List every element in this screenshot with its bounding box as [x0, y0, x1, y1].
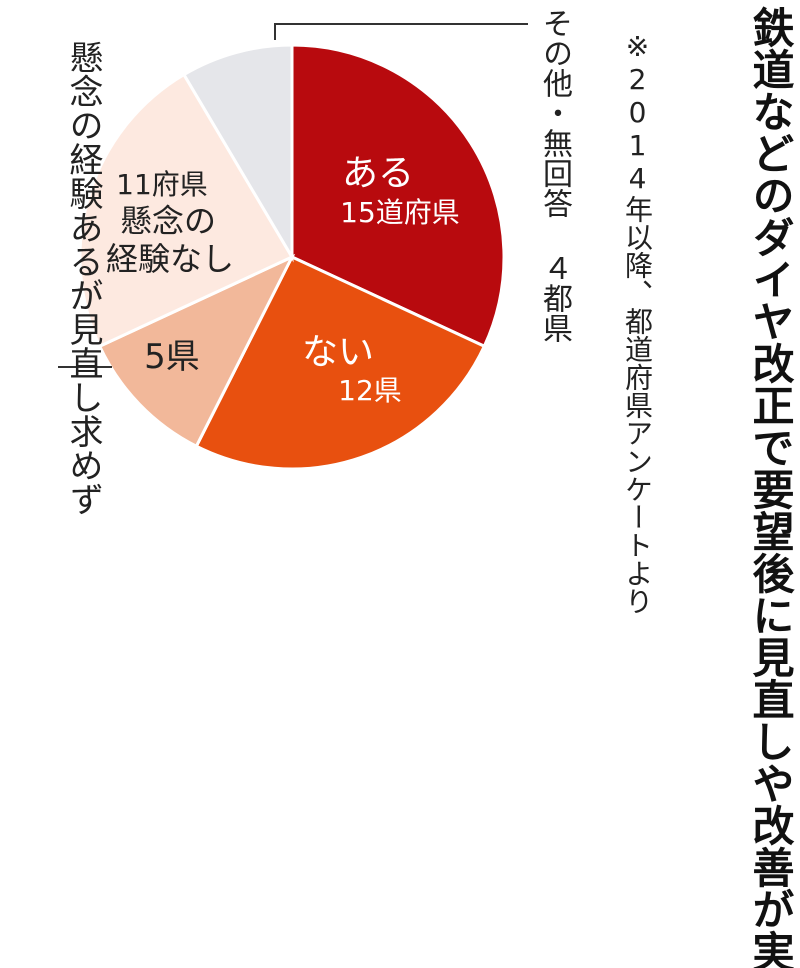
pie-slice-concern_yes — [97, 253, 296, 449]
source-note: ※2014年以降、都道府県アンケートより — [621, 30, 654, 615]
pie-chart: ある 15道府県 ない 12県 5県 11府県 懸念の 経験なし — [58, 23, 528, 471]
other-label: その他・無回答 ４都県 — [537, 8, 572, 343]
slice-value-nai: 12県 — [338, 374, 402, 407]
other-leader-line — [274, 23, 528, 40]
slice-label-concern-no-line1: 懸念の — [120, 202, 216, 240]
slice-value-concern-yes: 5県 — [144, 337, 200, 377]
pie-slice-aru — [290, 43, 506, 349]
slice-label-nai: ない — [302, 332, 374, 373]
pie-slice-nai — [194, 255, 487, 471]
chart-title: 鉄道などのダイヤ改正で要望後に見直しや改善が実現したことは — [746, 6, 795, 968]
slice-value-aru: 15道府県 — [340, 196, 460, 229]
slice-value-concern-no: 11府県 — [116, 168, 208, 201]
pie-slice-other — [181, 43, 294, 263]
concern-no-review-label: 懸念の経験あるが見直し求めず — [63, 40, 103, 516]
slice-label-concern-no-line2: 経験なし — [106, 240, 234, 278]
slice-label-aru: ある — [342, 153, 414, 194]
pie-slice-concern_no — [78, 72, 295, 349]
